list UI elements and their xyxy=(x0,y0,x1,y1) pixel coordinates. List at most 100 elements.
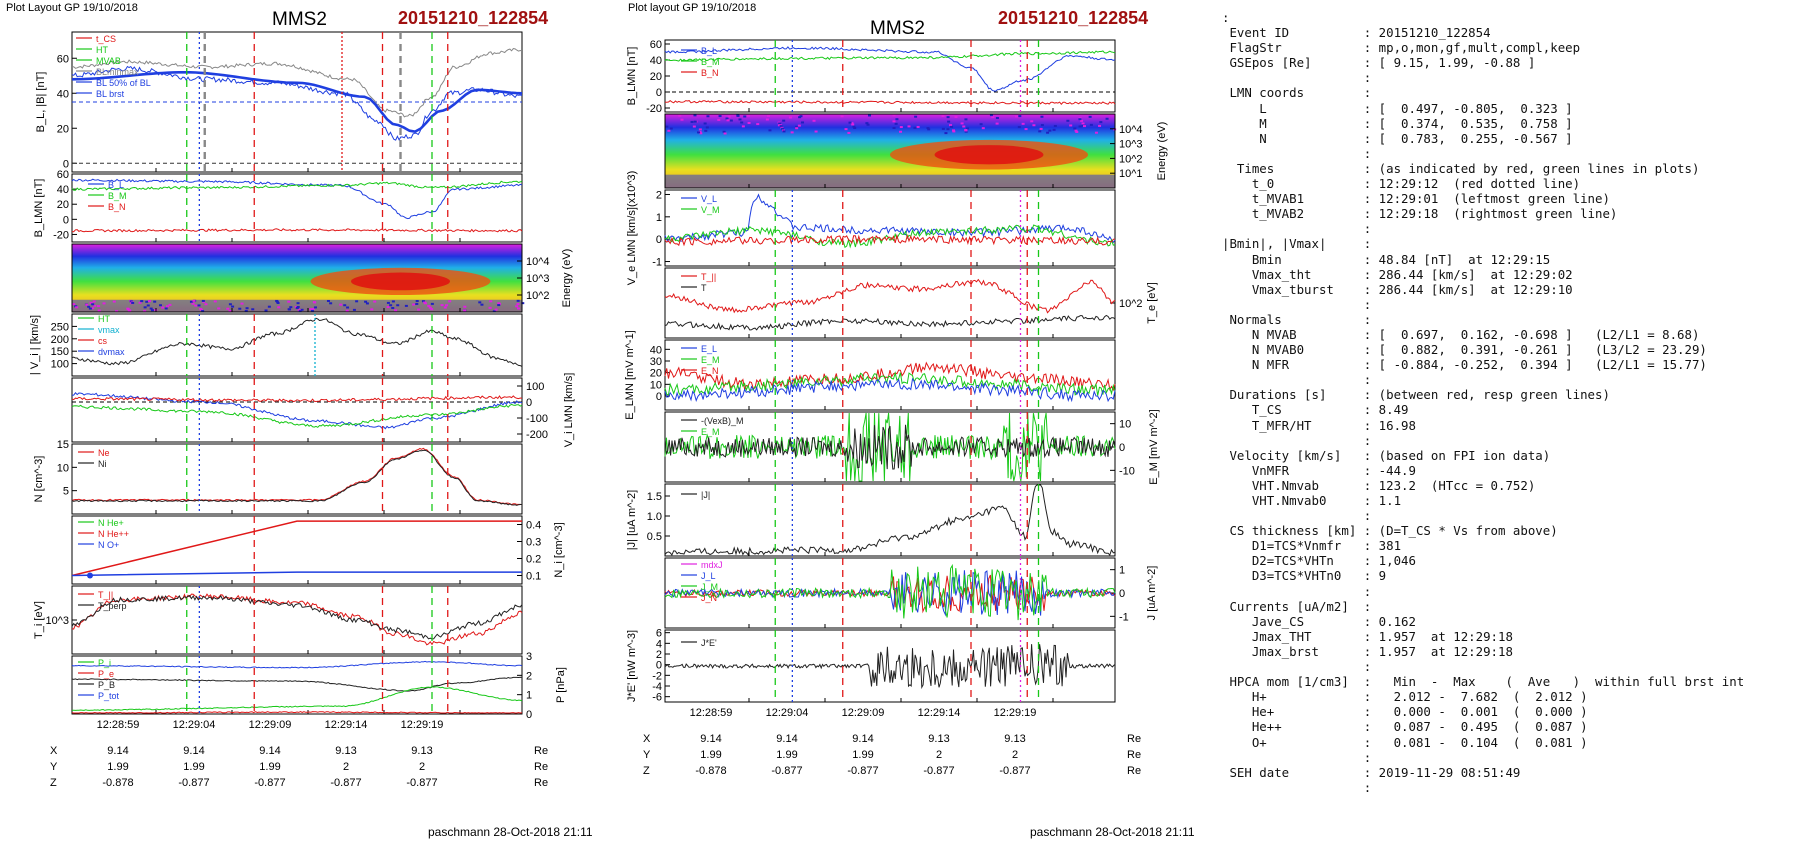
mid-p8-legend-label: mdxJ xyxy=(701,560,723,570)
info-line: LMN coords : xyxy=(1229,85,1372,101)
left-p1-legend-label: BLminmax xyxy=(96,67,139,77)
info-line: t_MVAB2 : 12:29:18 (rightmost green line… xyxy=(1251,206,1618,222)
left-p6-legend-label: Ne xyxy=(98,448,110,458)
mid-p2-spectrogram-speckle xyxy=(1069,124,1073,127)
left-p3-spectrogram-speckle xyxy=(310,309,314,312)
left-p3-ytick-label: 10^3 xyxy=(526,273,550,285)
left-p2-legend-label: B_L xyxy=(108,180,124,190)
info-line: : xyxy=(1363,508,1372,524)
mid-coord-value: 1.99 xyxy=(852,749,873,761)
left-p3-spectrogram-speckle xyxy=(445,304,449,307)
event-info-panel: : Event ID : 20151210_122854 FlagStr : m… xyxy=(1222,10,1744,795)
mid-p2-spectrogram-speckle xyxy=(954,115,958,118)
mid-coord-value: -0.877 xyxy=(847,765,878,777)
left-p3-spectrogram-speckle xyxy=(394,309,398,312)
left-p3-spectrogram-speckle xyxy=(463,309,467,312)
left-p5-ytick-label: 0 xyxy=(526,397,532,409)
left-coord-value: -0.877 xyxy=(330,777,361,789)
mid-p2-spectrogram-speckle xyxy=(964,129,968,132)
mid-p2-spectrogram-speckle xyxy=(949,124,953,127)
left-p3-spectrogram-speckle xyxy=(326,299,330,302)
left-p9-legend-label: P_tot xyxy=(98,691,120,701)
info-line: Bmin : 48.84 [nT] at 12:29:15 xyxy=(1251,251,1551,267)
mid-footer: paschmann 28-Oct-2018 21:11 xyxy=(1030,825,1195,839)
left-p3-spectrogram-speckle xyxy=(244,309,248,312)
mid-p2-frame xyxy=(664,113,1116,189)
mid-p2-spectrogram-speckle xyxy=(743,115,747,118)
left-coord-value: 9.14 xyxy=(107,745,128,757)
mid-p2-spectrogram-speckle xyxy=(950,125,954,128)
mid-p2-spectrogram-speckle xyxy=(680,118,684,121)
info-line: O+ : 0.081 - 0.104 ( 0.081 ) xyxy=(1251,734,1588,750)
left-p3-spectrogram-speckle xyxy=(448,300,452,303)
mid-p2-spectrogram-speckle xyxy=(693,120,697,123)
mid-p8-ylabel: J [uA m^-2] xyxy=(1146,566,1158,621)
mid-p5-legend-label: E_L xyxy=(701,344,717,354)
mid-p2-spectrogram-speckle xyxy=(844,128,848,131)
left-p4-ytick-label: 100 xyxy=(51,359,69,371)
info-line: D3=TCS*VHTn0 : 9 xyxy=(1251,568,1387,584)
mid-p9-ytick-label: -2 xyxy=(652,670,662,682)
mid-coord-value: -0.877 xyxy=(923,765,954,777)
left-p6-ytick-label: 10 xyxy=(57,462,69,474)
mid-p2-spectrogram-speckle xyxy=(914,115,918,118)
mid-p3-frame xyxy=(664,189,1116,267)
info-line: VnMFR : -44.9 xyxy=(1251,462,1416,478)
mid-p3-legend-label: V_L xyxy=(701,194,717,204)
left-p6-frame xyxy=(71,443,523,515)
left-p3-spectrogram-speckle xyxy=(352,308,356,311)
left-p4-ytick-label: 250 xyxy=(51,321,69,333)
left-p3-spectrogram-speckle xyxy=(287,300,291,303)
left-p3-spectrogram-speckle xyxy=(201,299,205,302)
mid-p2-spectrogram-speckle xyxy=(717,118,721,121)
mid-p2-spectrogram-speckle xyxy=(1089,123,1093,126)
mid-p2-spectrogram-speckle xyxy=(995,117,999,120)
left-p3-ylabel: Energy (eV) xyxy=(561,249,573,308)
left-p3-spectrogram-speckle xyxy=(92,300,96,303)
mid-p3-ytick-label: -1 xyxy=(652,257,662,269)
left-p3-spectrogram-speckle xyxy=(276,301,280,304)
mid-p2-spectrogram-speckle xyxy=(964,130,968,133)
mid-p1-ytick-label: 40 xyxy=(650,55,662,67)
mid-p6-ytick-label: 0 xyxy=(1119,442,1125,454)
mid-p9-legend-label: J*E' xyxy=(701,638,717,648)
mid-p5-legend-label: E_M xyxy=(701,355,720,365)
info-line: N MVAB0 : [ 0.882, 0.391, -0.261 ] (L3/L… xyxy=(1251,342,1707,358)
left-p9-series xyxy=(71,676,523,692)
left-p2-series xyxy=(71,228,523,233)
left-p1-legend-label: MVAB xyxy=(96,56,121,66)
info-line: VHT.Nmvab : 123.2 (HTcc = 0.752) xyxy=(1251,477,1536,493)
left-p3-spectrogram-speckle xyxy=(277,306,281,309)
left-p2-legend-label: B_M xyxy=(108,191,127,201)
left-p7-legend-label: N O+ xyxy=(98,540,119,550)
mid-p2-spectrogram-speckle xyxy=(892,114,896,117)
left-p5-ytick-label: 100 xyxy=(526,381,544,393)
left-p3-spectrogram-speckle xyxy=(145,300,149,303)
left-p3-spectrogram-speckle xyxy=(311,308,315,311)
mid-p4-series xyxy=(664,314,1116,331)
left-event-id: 20151210_122854 xyxy=(398,8,549,28)
mid-p2-spectrogram-speckle xyxy=(1078,118,1082,121)
left-p3-spectrogram-speckle xyxy=(89,301,93,304)
mid-p2-spectrogram-speckle xyxy=(665,125,669,128)
left-p4-series xyxy=(71,317,523,368)
mid-p2-spectrogram-speckle xyxy=(944,132,948,135)
left-p3-spectrogram-speckle xyxy=(245,307,249,310)
mid-p2-spectrogram-speckle xyxy=(892,126,896,129)
left-p3-spectrogram-speckle xyxy=(97,309,101,312)
mid-coord-value: -0.878 xyxy=(695,765,726,777)
mid-p9-frame xyxy=(664,629,1116,703)
mid-time-tick-label: 12:29:14 xyxy=(918,707,961,719)
mid-p2-spectrogram-speckle xyxy=(899,126,903,129)
left-p3-spectrogram-speckle xyxy=(93,304,97,307)
left-p9-ylabel: P [nPa] xyxy=(555,667,567,703)
left-p3-spectrogram-speckle xyxy=(427,305,431,308)
info-line: : xyxy=(1363,372,1372,388)
left-p2-ylabel: B_LMN [nT] xyxy=(33,179,45,238)
left-p2-ytick-label: -20 xyxy=(53,229,69,241)
left-coord-value: 1.99 xyxy=(183,761,204,773)
left-p3-spectrogram-speckle xyxy=(159,304,163,307)
left-time-tick-label: 12:29:09 xyxy=(249,719,292,731)
left-p9-legend-label: P_e xyxy=(98,669,114,679)
mid-p7-legend-label: |J| xyxy=(701,490,710,500)
